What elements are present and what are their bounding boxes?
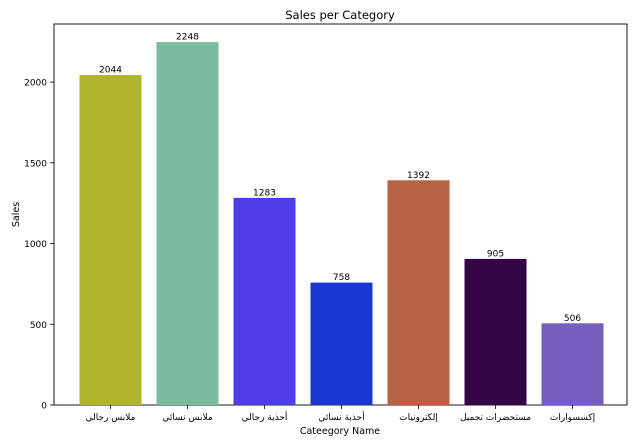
bar <box>156 42 219 405</box>
bar-value-label: 1392 <box>407 171 430 181</box>
y-tick-label: 2000 <box>24 79 47 89</box>
bar <box>541 323 604 405</box>
bar <box>387 180 450 405</box>
chart-title: Sales per Category <box>285 8 395 22</box>
x-axis: ملابس رجالي ملابس نسائي أحذية رجالي أحذية ن… <box>86 405 595 423</box>
y-tick-label: 500 <box>30 321 47 331</box>
bar-value-label: 1283 <box>253 188 276 198</box>
y-tick-label: 1500 <box>24 159 47 169</box>
y-tick-label: 1000 <box>24 240 47 250</box>
x-tick-label: إكسسوارات <box>550 413 595 423</box>
bar-value-label: 905 <box>487 249 504 259</box>
bars: 2044 2248 1283 758 1392 905 506 <box>79 33 604 405</box>
x-tick-label: أحذية نسائي <box>318 411 364 423</box>
bar <box>79 75 142 405</box>
bar-value-label: 2248 <box>176 33 199 43</box>
x-tick-label: ملابس رجالي <box>86 413 136 423</box>
bar-value-label: 758 <box>333 273 350 283</box>
x-tick-label: مستحضرات تجميل <box>460 413 531 423</box>
x-tick-label: ملابس نسائي <box>162 413 212 423</box>
y-tick-label: 0 <box>41 402 47 412</box>
bar <box>310 282 373 405</box>
bar <box>233 197 296 405</box>
y-axis: 0 500 1000 1500 2000 <box>24 79 54 412</box>
bar <box>464 258 527 405</box>
y-axis-label: Sales <box>11 202 22 227</box>
x-tick-label: إلكترونيات <box>399 413 438 423</box>
x-tick-label: أحذية رجالي <box>242 411 288 423</box>
bar-value-label: 506 <box>564 314 581 324</box>
bar-value-label: 2044 <box>99 66 122 76</box>
x-axis-label: Cateegory Name <box>300 426 380 437</box>
